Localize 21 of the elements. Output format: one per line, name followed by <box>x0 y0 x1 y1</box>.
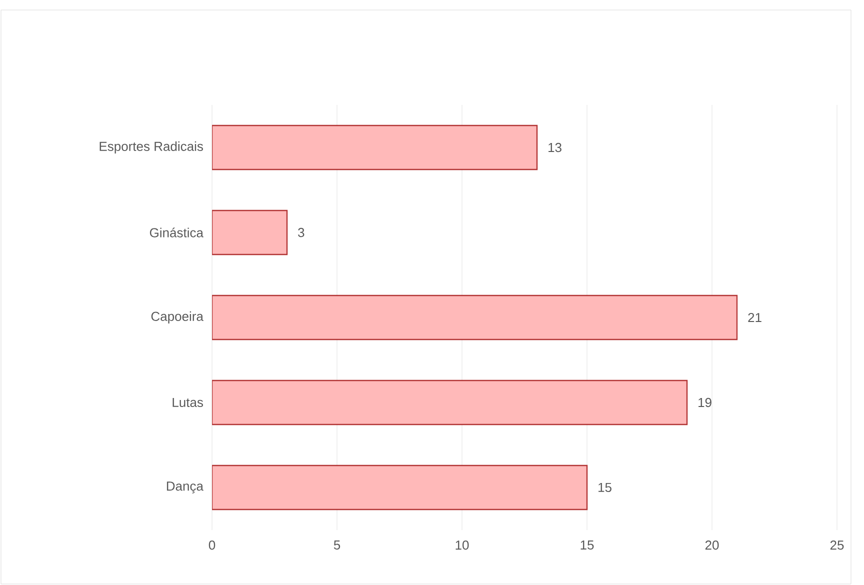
data-label: 15 <box>598 482 612 492</box>
data-label: 19 <box>698 398 712 408</box>
x-tick-label: 25 <box>830 540 844 550</box>
bar <box>212 210 288 256</box>
bar <box>212 294 738 340</box>
x-tick-label: 0 <box>208 540 216 550</box>
x-tick-label: 15 <box>580 540 594 550</box>
y-tick-label: Esportes Radicais <box>100 141 203 154</box>
y-tick-label: Capoeira <box>151 311 204 324</box>
bar <box>212 124 538 170</box>
y-tick-label: Dança <box>166 482 204 494</box>
bar <box>212 464 588 510</box>
x-tick-label: 20 <box>705 540 719 550</box>
data-label: 21 <box>748 312 762 322</box>
x-tick-label: 5 <box>334 540 340 550</box>
data-label: 3 <box>298 228 304 238</box>
bar <box>212 380 688 426</box>
y-tick-label: Lutas <box>172 398 204 408</box>
y-tick-label: Ginástica <box>150 228 204 238</box>
data-label: 13 <box>548 142 562 152</box>
x-tick-label: 10 <box>456 540 469 550</box>
